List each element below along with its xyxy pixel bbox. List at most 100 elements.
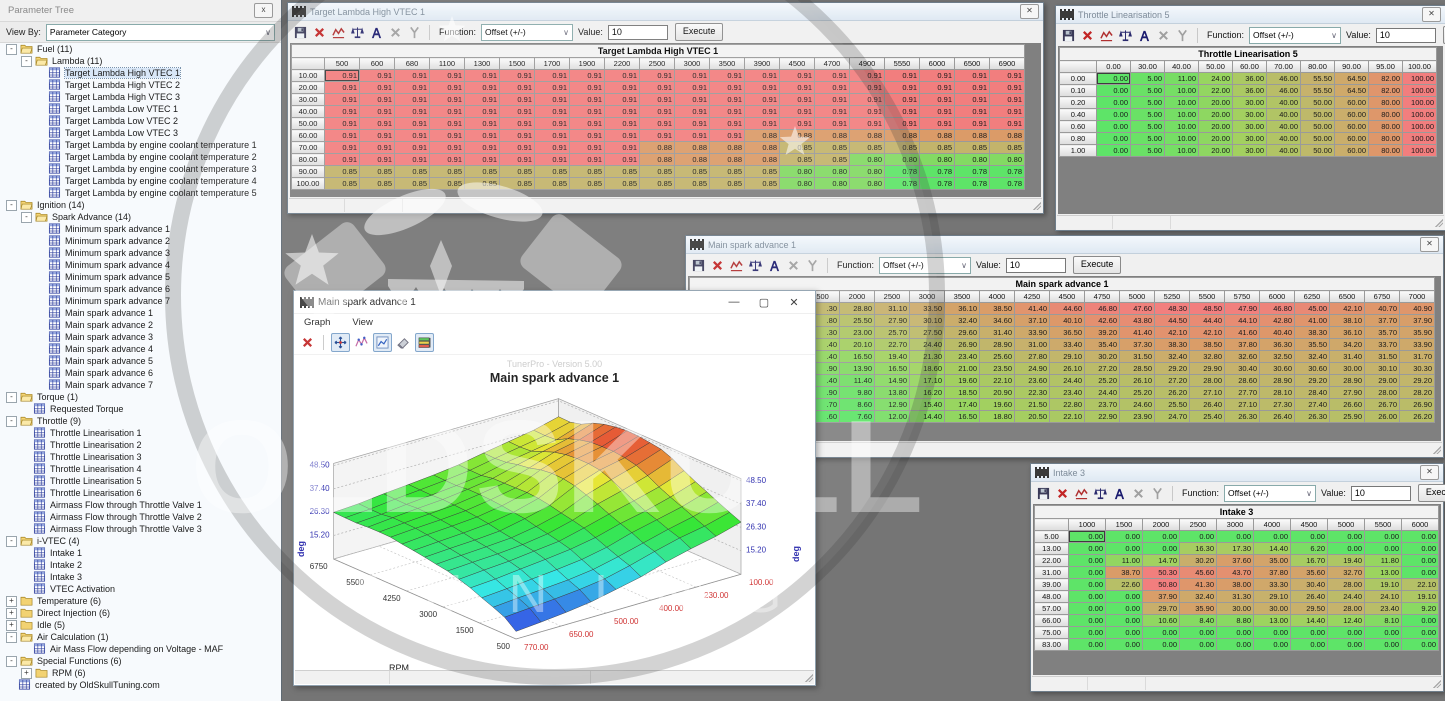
grid-cell[interactable]: 24.40	[1327, 590, 1365, 603]
grid-cell[interactable]: 0.80	[884, 153, 920, 166]
grid-cell[interactable]: 21.30	[909, 350, 945, 363]
grid-cell[interactable]: 0.78	[954, 177, 990, 190]
grid-cell[interactable]: 0.91	[499, 93, 535, 106]
grid-cell[interactable]: 46.00	[1266, 72, 1301, 85]
grid-cell[interactable]: 0.85	[779, 153, 815, 166]
grid-cell[interactable]: 26.20	[1154, 386, 1190, 399]
grid-cell[interactable]: 0.91	[709, 129, 745, 142]
grid-cell[interactable]: 40.00	[1266, 120, 1301, 133]
grid-cell[interactable]: 0.91	[779, 81, 815, 94]
tree-item[interactable]: - Torque (1)	[0, 391, 281, 403]
grid-cell[interactable]: 16.20	[909, 386, 945, 399]
grid-cell[interactable]: 24.70	[1154, 410, 1190, 423]
grid-cell[interactable]: 0.91	[569, 117, 605, 130]
grid-cell[interactable]: 0.00	[1142, 542, 1180, 555]
grid-cell[interactable]: 23.50	[979, 362, 1015, 375]
delete-icon[interactable]	[1054, 485, 1071, 502]
grid-cell[interactable]: 0.00	[1364, 638, 1402, 651]
grid-cell[interactable]: 0.00	[1401, 638, 1439, 651]
grid-cell[interactable]: 26.40	[1290, 590, 1328, 603]
grid-cell[interactable]: 0.85	[674, 165, 710, 178]
grid-cell[interactable]: 33.90	[1014, 326, 1050, 339]
grid-cell[interactable]: 0.00	[1096, 144, 1131, 157]
tree-item[interactable]: VTEC Activation	[0, 583, 281, 595]
grid-cell[interactable]: 0.00	[1216, 638, 1254, 651]
grid-cell[interactable]: 13.90	[839, 362, 875, 375]
grid-cell[interactable]: 31.00	[1014, 338, 1050, 351]
grid-cell[interactable]: 46.80	[1259, 302, 1295, 315]
grid-cell[interactable]: 0.91	[534, 129, 570, 142]
tree-item[interactable]: Throttle Linearisation 2	[0, 439, 281, 451]
tree-item[interactable]: - Fuel (11)	[0, 43, 281, 55]
grid-cell[interactable]: 0.80	[989, 153, 1025, 166]
grid-cell[interactable]: 0.91	[639, 117, 675, 130]
grid-cell[interactable]: 33.40	[1049, 338, 1085, 351]
grid-cell[interactable]: 42.10	[1329, 302, 1365, 315]
grid-cell[interactable]: 0.91	[744, 69, 780, 82]
grid-cell[interactable]: 0.78	[884, 165, 920, 178]
execute-button[interactable]: Execute	[1072, 256, 1122, 274]
grid-cell[interactable]: 25.20	[1084, 374, 1120, 387]
grid-cell[interactable]: 0.91	[604, 93, 640, 106]
grid-cell[interactable]: 0.91	[534, 69, 570, 82]
execute-button[interactable]: Execute	[1442, 26, 1445, 44]
grid-cell[interactable]: 0.85	[744, 165, 780, 178]
grid-cell[interactable]: 16.50	[839, 350, 875, 363]
tree-item[interactable]: Main spark advance 3	[0, 331, 281, 343]
grid-cell[interactable]: 23.00	[839, 326, 875, 339]
grid-cell[interactable]: 0.91	[989, 105, 1025, 118]
grid-cell[interactable]: 0.00	[1401, 626, 1439, 639]
grid-cell[interactable]: 18.50	[944, 386, 980, 399]
grid-cell[interactable]: 42.80	[1259, 314, 1295, 327]
grid-cell[interactable]: 0.91	[779, 105, 815, 118]
grid-cell[interactable]: 33.90	[1399, 338, 1435, 351]
grid-cell[interactable]: 100.00	[1402, 144, 1437, 157]
minimize-button[interactable]: —	[728, 295, 740, 308]
grid-cell[interactable]: 32.40	[1294, 350, 1330, 363]
grid-cell[interactable]: 0.91	[534, 141, 570, 154]
grid-cell[interactable]: 19.60	[979, 398, 1015, 411]
grid-cell[interactable]: 0.91	[359, 93, 395, 106]
grid-cell[interactable]: 40.00	[1266, 108, 1301, 121]
grid-cell[interactable]: 43.80	[1119, 314, 1155, 327]
grid-cell[interactable]: 0.91	[429, 141, 465, 154]
grid-cell[interactable]: 0.00	[1105, 614, 1143, 627]
grid-cell[interactable]: 0.91	[709, 93, 745, 106]
grid-cell[interactable]: 0.91	[604, 153, 640, 166]
grid-cell[interactable]: 42.10	[1189, 326, 1225, 339]
grid-cell[interactable]: 0.85	[534, 177, 570, 190]
grid-cell[interactable]: 5.00	[1130, 96, 1165, 109]
window-titlebar[interactable]: Intake 3 ✕	[1031, 464, 1443, 482]
grid-cell[interactable]: 26.60	[1329, 398, 1365, 411]
grid-cell[interactable]: 0.00	[1179, 638, 1217, 651]
tree-item[interactable]: Minimum spark advance 6	[0, 283, 281, 295]
grid-cell[interactable]: 29.90	[1189, 362, 1225, 375]
grid-cell[interactable]: 0.91	[709, 69, 745, 82]
grid-cell[interactable]: 0.91	[954, 105, 990, 118]
grid-cell[interactable]: 0.91	[989, 81, 1025, 94]
grid-cell[interactable]: 80.00	[1368, 120, 1403, 133]
grid-cell[interactable]: 0.80	[849, 153, 885, 166]
grid-cell[interactable]: 19.10	[1364, 578, 1402, 591]
grid-cell[interactable]: 0.91	[814, 93, 850, 106]
tree-item[interactable]: Intake 1	[0, 547, 281, 559]
grid-cell[interactable]: 0.00	[1096, 132, 1131, 145]
tree-item[interactable]: Target Lambda Low VTEC 1	[0, 103, 281, 115]
grid-cell[interactable]: 0.91	[604, 105, 640, 118]
tree-item[interactable]: Target Lambda High VTEC 2	[0, 79, 281, 91]
grid-cell[interactable]: 0.88	[919, 129, 955, 142]
grid-cell[interactable]: 37.70	[1364, 314, 1400, 327]
grid-cell[interactable]: 0.00	[1105, 602, 1143, 615]
grid-cell[interactable]: 18.80	[979, 410, 1015, 423]
grid-cell[interactable]: 50.00	[1300, 96, 1335, 109]
grid-cell[interactable]: 0.00	[1216, 530, 1254, 543]
grid-cell[interactable]: 47.60	[1119, 302, 1155, 315]
grid-cell[interactable]: 0.91	[534, 153, 570, 166]
grid-cell[interactable]: 16.30	[1179, 542, 1217, 555]
grid-cell[interactable]: 24.00	[1198, 72, 1233, 85]
graph-icon[interactable]	[330, 24, 347, 41]
close-icon[interactable]: ✕	[1020, 4, 1039, 19]
grid-cell[interactable]: 10.00	[1164, 84, 1199, 97]
grid-cell[interactable]: 41.30	[1179, 578, 1217, 591]
grid-cell[interactable]: 29.20	[1154, 362, 1190, 375]
